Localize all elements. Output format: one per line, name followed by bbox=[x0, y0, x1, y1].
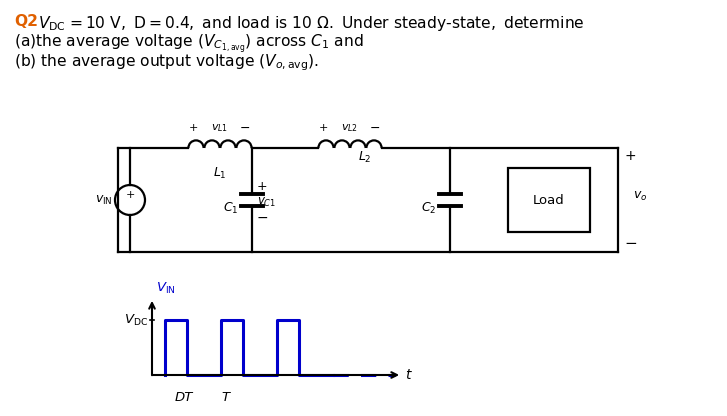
Text: $L_1$: $L_1$ bbox=[213, 166, 227, 181]
Text: $V_{\rm IN}$: $V_{\rm IN}$ bbox=[156, 281, 176, 296]
Text: Q2: Q2 bbox=[14, 14, 38, 29]
Text: $v_{L2}$: $v_{L2}$ bbox=[342, 122, 358, 134]
Text: $V_{\rm DC}$: $V_{\rm DC}$ bbox=[124, 312, 148, 327]
Text: +: + bbox=[125, 190, 134, 200]
Text: $L_2$: $L_2$ bbox=[358, 150, 371, 165]
Text: $v_{\rm IN}$: $v_{\rm IN}$ bbox=[95, 193, 113, 207]
Text: +: + bbox=[624, 149, 635, 163]
Text: −: − bbox=[624, 237, 637, 252]
Text: Load: Load bbox=[533, 193, 565, 206]
Text: T: T bbox=[221, 391, 229, 404]
Text: −: − bbox=[257, 211, 268, 225]
Text: +: + bbox=[189, 123, 198, 133]
Text: $C_2$: $C_2$ bbox=[421, 201, 436, 215]
Text: $t$: $t$ bbox=[405, 368, 413, 382]
Text: +: + bbox=[257, 179, 268, 193]
Text: (a)the average voltage ($V_{C_{1,\rm avg}}$) across $C_1$ and: (a)the average voltage ($V_{C_{1,\rm avg… bbox=[14, 33, 364, 56]
Text: $v_o$: $v_o$ bbox=[633, 189, 647, 203]
Text: (b) the average output voltage ($V_{o,\rm avg}$).: (b) the average output voltage ($V_{o,\r… bbox=[14, 52, 319, 73]
Text: +: + bbox=[319, 123, 329, 133]
Text: −: − bbox=[239, 121, 250, 134]
Text: $v_{C1}$: $v_{C1}$ bbox=[257, 196, 276, 208]
Text: −: − bbox=[369, 121, 380, 134]
Text: $C_1$: $C_1$ bbox=[222, 201, 238, 215]
Text: $V_{\rm DC}$: $V_{\rm DC}$ bbox=[38, 14, 66, 33]
Text: DT: DT bbox=[174, 391, 193, 404]
Text: $v_{L1}$: $v_{L1}$ bbox=[212, 122, 228, 134]
Bar bbox=[508, 168, 590, 232]
Text: $= 10\ \rm V,\ D = 0.4,\ and\ load\ is\ 10\ \Omega.\ Under\ steady\text{-}state,: $= 10\ \rm V,\ D = 0.4,\ and\ load\ is\ … bbox=[66, 14, 585, 33]
